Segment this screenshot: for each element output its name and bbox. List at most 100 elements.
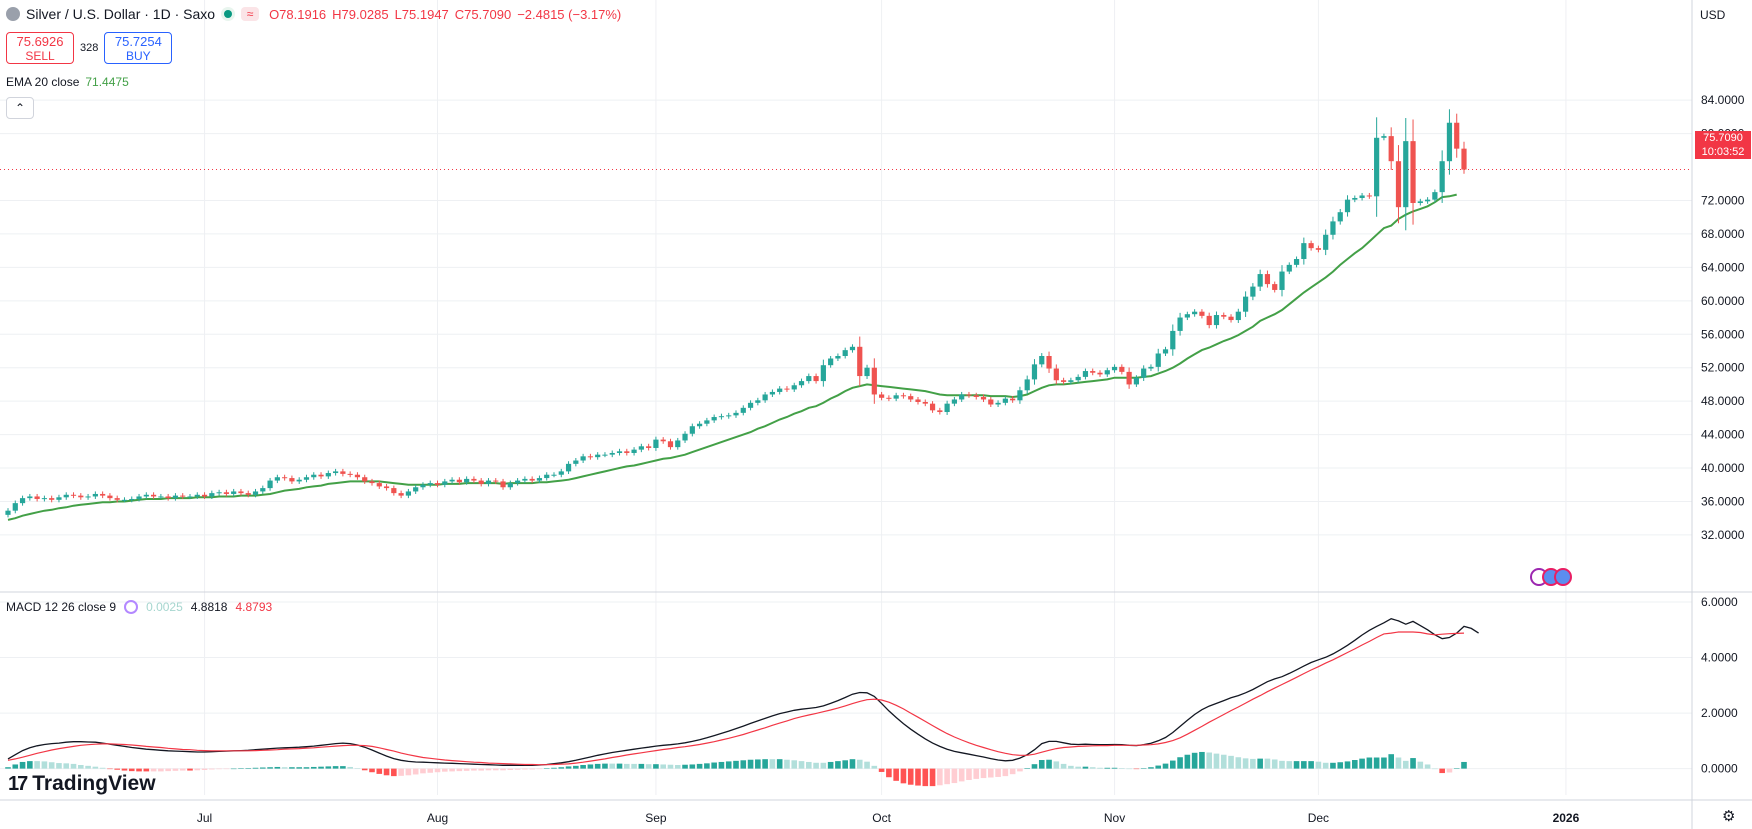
candle: [376, 480, 382, 489]
candle-body: [638, 446, 644, 450]
us-flag-icon[interactable]: [1554, 568, 1572, 586]
macd-histogram-bar: [442, 768, 448, 772]
macd-histogram-bar: [689, 764, 696, 769]
macd-histogram-bar: [1395, 757, 1402, 769]
sell-button[interactable]: 75.6926 SELL: [6, 32, 74, 64]
candle: [85, 493, 91, 500]
candle-body: [238, 491, 244, 494]
candle: [1010, 396, 1016, 403]
market-status-icon[interactable]: [221, 7, 236, 21]
candle: [49, 495, 55, 503]
collapse-legend-button[interactable]: ⌃: [6, 97, 34, 119]
refresh-icon[interactable]: [124, 600, 139, 614]
candle: [311, 472, 317, 480]
candle-body: [1352, 197, 1358, 200]
macd-histogram-bar: [485, 768, 492, 771]
candle: [842, 347, 848, 359]
macd-histogram-bar: [1111, 767, 1118, 769]
candle-body: [260, 488, 266, 492]
candle: [624, 448, 630, 456]
macd-histogram-bar: [150, 768, 157, 772]
candle: [136, 493, 142, 502]
candle: [813, 373, 819, 384]
candle: [151, 492, 157, 499]
macd-histogram-bar: [1330, 762, 1336, 769]
data-mode-icon[interactable]: ≈: [241, 7, 260, 21]
candle: [1293, 256, 1300, 268]
candle-body: [158, 496, 164, 498]
event-markers[interactable]: [1530, 568, 1572, 586]
candle-body: [842, 350, 848, 356]
candle-body: [187, 496, 193, 498]
macd-histogram-bar: [1191, 752, 1198, 769]
macd-legend[interactable]: MACD 12 26 close 9 0.0025 4.8818 4.8793: [6, 600, 272, 614]
candle-body: [864, 367, 870, 377]
candle-body: [922, 401, 928, 404]
ema-legend[interactable]: EMA 20 close 71.4475: [6, 75, 129, 89]
buy-button[interactable]: 75.7254 BUY: [104, 32, 173, 64]
candle: [1337, 208, 1343, 225]
candle-body: [78, 495, 84, 498]
macd-histogram-bar: [806, 761, 812, 769]
currency-selector[interactable]: USD: [1700, 8, 1726, 22]
tradingview-logo[interactable]: 17 TradingView: [8, 772, 156, 796]
macd-histogram-bar: [776, 759, 783, 769]
candle-body: [180, 495, 186, 497]
candle-body: [973, 395, 979, 397]
macd-histogram-bar: [1133, 768, 1140, 770]
candle-body: [245, 493, 251, 495]
candle: [1243, 291, 1249, 317]
macd-histogram-bar: [624, 763, 630, 769]
candle: [1133, 375, 1139, 387]
candle: [551, 472, 557, 478]
macd-histogram-bar: [1097, 767, 1103, 769]
candle-body: [1337, 212, 1343, 222]
macd-histogram-bar: [19, 761, 26, 769]
macd-histogram-bar: [1024, 768, 1030, 769]
candle-body: [340, 471, 346, 474]
candle: [1344, 195, 1351, 217]
candle: [806, 373, 812, 384]
macd-histogram-bar: [121, 768, 128, 771]
candle: [1148, 364, 1154, 372]
macd-histogram-bar: [769, 759, 776, 769]
candle-body: [1184, 314, 1190, 318]
candle-body: [216, 492, 222, 494]
macd-histogram-bar: [507, 768, 514, 771]
candle-body: [1344, 199, 1351, 213]
candle-body: [1148, 366, 1154, 369]
candle-body: [63, 494, 69, 498]
candle-body: [296, 479, 302, 482]
time-tick-label: Dec: [1308, 811, 1329, 825]
price-tick-label: 52.0000: [1701, 361, 1745, 375]
macd-histogram-bar: [1286, 761, 1293, 769]
macd-histogram-bar: [318, 766, 324, 769]
macd-histogram-bar: [827, 761, 834, 769]
macd-histogram-bar: [172, 768, 179, 771]
candle: [1250, 283, 1256, 301]
candle-body: [1141, 368, 1147, 378]
candle-body: [726, 415, 732, 417]
macd-histogram-bar: [1031, 764, 1038, 769]
candle-body: [362, 477, 368, 482]
candle: [777, 386, 783, 395]
macd-histogram-bar: [303, 767, 310, 769]
candle-body: [813, 376, 819, 382]
macd-histogram-bar: [864, 761, 870, 769]
symbol-title[interactable]: Silver / U.S. Dollar · 1D · Saxo: [26, 6, 216, 22]
candle-body: [704, 420, 710, 424]
candle: [1111, 364, 1118, 373]
candle-body: [56, 497, 62, 500]
macd-histogram-bar: [1453, 768, 1460, 769]
candle-body: [223, 492, 229, 494]
high-value: H79.0285: [332, 6, 389, 22]
candle: [704, 417, 710, 427]
settings-gear-icon[interactable]: ⚙: [1722, 808, 1736, 825]
candle: [857, 336, 863, 387]
candle-body: [442, 481, 448, 485]
candle: [660, 437, 666, 444]
candle-body: [849, 346, 856, 351]
candle-body: [1461, 148, 1467, 170]
candle-body: [820, 365, 826, 382]
